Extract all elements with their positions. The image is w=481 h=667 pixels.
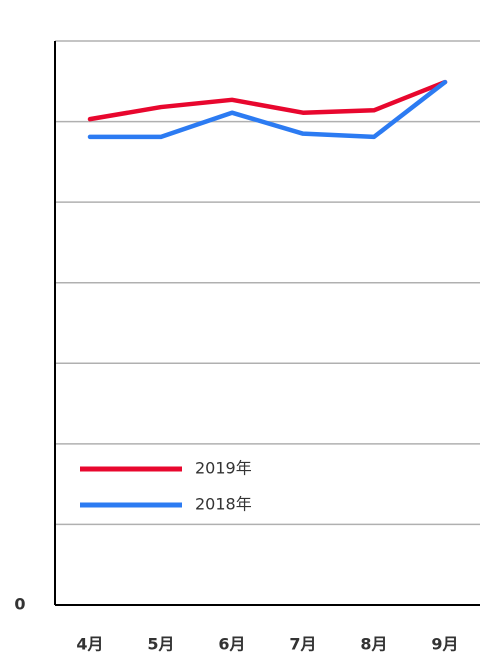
x-tick-label: 9月: [431, 635, 458, 654]
line-series: [87, 79, 448, 140]
y-tick-label: 0: [14, 595, 25, 614]
x-tick-label: 7月: [289, 635, 316, 654]
legend-label: 2018年: [195, 495, 252, 514]
line-series: [87, 79, 448, 122]
legend-label: 2019年: [195, 459, 252, 478]
x-tick-label: 5月: [147, 635, 174, 654]
x-tick-label: 4月: [76, 635, 103, 654]
x-tick-label: 6月: [218, 635, 245, 654]
x-tick-label: 8月: [360, 635, 387, 654]
